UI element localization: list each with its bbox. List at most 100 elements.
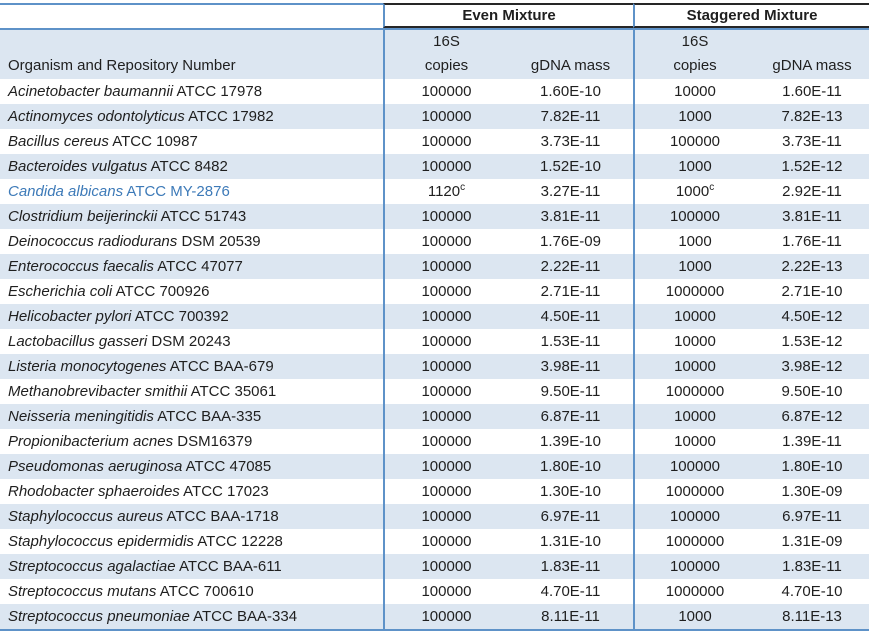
even-gdna-mass-value: 2.22E-11 — [540, 258, 601, 275]
table-header: Even Mixture Staggered Mixture Organism … — [0, 3, 869, 79]
organism-cell: Deinococcus radiodurans DSM 20539 — [0, 229, 383, 254]
even-gdna-mass-value: 1.53E-11 — [540, 333, 601, 350]
even-16s-copies-value: 100000 — [383, 329, 508, 354]
organism-cell: Bacillus cereus ATCC 10987 — [0, 129, 383, 154]
staggered-gdna-mass-value: 6.87E-12 — [781, 408, 843, 425]
even-16s-copies-value: 100000 — [383, 254, 508, 279]
even-gdna-mass-value: 9.50E-11 — [540, 383, 601, 400]
table-row: Staphylococcus epidermidis ATCC 12228 10… — [0, 529, 869, 554]
repository-number: ATCC 17023 — [183, 483, 269, 500]
organism-cell: Staphylococcus epidermidis ATCC 12228 — [0, 529, 383, 554]
even-gdna-mass-value: 2.71E-11 — [540, 283, 601, 300]
staggered-mixture-header: Staggered Mixture — [633, 3, 869, 28]
even-gdna-mass-value: 6.87E-11 — [540, 408, 601, 425]
organism-cell: Acinetobacter baumannii ATCC 17978 — [0, 79, 383, 104]
even-16s-copies-header: 16S copies — [383, 28, 508, 79]
staggered-gdna-mass-label: gDNA mass — [772, 57, 852, 74]
even-gdna-mass-value: 4.70E-11 — [540, 583, 601, 600]
even-gdna-mass-value: 8.11E-11 — [508, 604, 633, 631]
table-row: Helicobacter pylori ATCC 700392 100000 4… — [0, 304, 869, 329]
organism-cell: Clostridium beijerinckii ATCC 51743 — [0, 204, 383, 229]
staggered-16s-copies-value: 1000c — [633, 179, 755, 204]
staggered-16s-copies-value: 10000 — [633, 304, 755, 329]
organism-name: Deinococcus radiodurans — [8, 233, 178, 250]
repository-number: DSM16379 — [177, 433, 253, 450]
organism-name: Listeria monocytogenes — [8, 358, 167, 375]
footnote-marker: c — [709, 182, 715, 193]
staggered-gdna-mass-value: 1.60E-11 — [782, 83, 842, 100]
table-row: Staphylococcus aureus ATCC BAA-1718 1000… — [0, 504, 869, 529]
organism-cell: Neisseria meningitidis ATCC BAA-335 — [0, 404, 383, 429]
even-gdna-mass-value: 1.30E-10 — [540, 483, 601, 500]
organism-cell: Streptococcus agalactiae ATCC BAA-611 — [0, 554, 383, 579]
organism-cell: Streptococcus pneumoniae ATCC BAA-334 — [0, 604, 383, 631]
organism-name: Streptococcus mutans — [8, 583, 157, 600]
even-gdna-mass-value: 1.52E-10 — [540, 158, 601, 175]
organism-cell: Actinomyces odontolyticus ATCC 17982 — [0, 104, 383, 129]
table-body: Acinetobacter baumannii ATCC 17978 10000… — [0, 79, 869, 631]
organism-name: Enterococcus faecalis — [8, 258, 154, 275]
table-row: Enterococcus faecalis ATCC 47077 100000 … — [0, 254, 869, 279]
organism-cell: Pseudomonas aeruginosa ATCC 47085 — [0, 454, 383, 479]
repository-number: DSM 20539 — [181, 233, 261, 250]
repository-number: ATCC BAA-334 — [193, 608, 298, 625]
table-row: Escherichia coli ATCC 700926 100000 2.71… — [0, 279, 869, 304]
even-gdna-mass-value: 1.76E-09 — [540, 233, 601, 250]
staggered-gdna-mass-value: 1.83E-11 — [782, 558, 842, 575]
staggered-gdna-mass-value: 4.70E-10 — [781, 583, 843, 600]
repository-number: ATCC 10987 — [112, 133, 198, 150]
staggered-gdna-mass-value: 3.98E-12 — [781, 358, 843, 375]
column-header-row: Organism and Repository Number 16S copie… — [0, 28, 869, 79]
staggered-gdna-mass-value: 3.73E-11 — [782, 133, 842, 150]
even-16s-copies-value: 100000 — [383, 279, 508, 304]
staggered-gdna-mass-value: 8.11E-13 — [755, 604, 869, 631]
even-16s-copies-value: 100000 — [383, 204, 508, 229]
even-gdna-mass-value: 3.98E-11 — [540, 358, 601, 375]
repository-number: ATCC MY-2876 — [126, 183, 230, 200]
table-row: Pseudomonas aeruginosa ATCC 47085 100000… — [0, 454, 869, 479]
staggered-gdna-mass-header: gDNA mass — [755, 28, 869, 79]
organism-cell: Lactobacillus gasseri DSM 20243 — [0, 329, 383, 354]
even-gdna-mass-value: 1.39E-10 — [540, 433, 601, 450]
organism-name: Bacillus cereus — [8, 133, 109, 150]
staggered-gdna-mass-value: 7.82E-13 — [781, 108, 843, 125]
staggered-gdna-mass-value: 3.81E-11 — [782, 208, 842, 225]
staggered-16s-copies-value: 1000000 — [633, 479, 755, 504]
table-row: Rhodobacter sphaeroides ATCC 17023 10000… — [0, 479, 869, 504]
even-gdna-mass-label: gDNA mass — [530, 57, 611, 74]
staggered-gdna-mass-value: 1.53E-12 — [781, 333, 843, 350]
staggered-16s-copies-value: 1000 — [633, 254, 755, 279]
organism-cell: Bacteroides vulgatus ATCC 8482 — [0, 154, 383, 179]
even-16s-copies-value: 100000 — [383, 129, 508, 154]
staggered-16s-label: 16S — [681, 33, 709, 50]
even-16s-label: 16S — [433, 33, 460, 50]
even-gdna-mass-value: 6.97E-11 — [540, 508, 601, 525]
even-16s-copies-value: 100000 — [383, 604, 508, 631]
even-16s-copies-value: 100000 — [383, 154, 508, 179]
staggered-gdna-mass-value: 1.31E-09 — [781, 533, 843, 550]
staggered-gdna-mass-value: 1.39E-11 — [782, 433, 842, 450]
table-row: Streptococcus agalactiae ATCC BAA-611 10… — [0, 554, 869, 579]
staggered-gdna-mass-value: 6.97E-11 — [782, 508, 842, 525]
repository-number: ATCC 47085 — [185, 458, 272, 475]
repository-number: ATCC 700610 — [159, 583, 254, 600]
organism-name: Candida albicans — [8, 183, 124, 200]
even-16s-copies-value: 100000 — [383, 479, 508, 504]
table-row: Listeria monocytogenes ATCC BAA-679 1000… — [0, 354, 869, 379]
even-16s-copies-value: 100000 — [383, 454, 508, 479]
staggered-16s-copies-value: 1000 — [633, 604, 755, 631]
staggered-16s-copies-value: 1000000 — [633, 379, 755, 404]
mock-community-table: Even Mixture Staggered Mixture Organism … — [0, 3, 869, 631]
staggered-16s-copies-value: 1000000 — [633, 279, 755, 304]
staggered-16s-copies-header: 16S copies — [633, 28, 755, 79]
even-16s-copies-value: 100000 — [383, 379, 508, 404]
table-row: Bacteroides vulgatus ATCC 8482 100000 1.… — [0, 154, 869, 179]
organism-cell: Rhodobacter sphaeroides ATCC 17023 — [0, 479, 383, 504]
organism-cell: Escherichia coli ATCC 700926 — [0, 279, 383, 304]
organism-name: Actinomyces odontolyticus — [8, 108, 185, 125]
organism-name: Pseudomonas aeruginosa — [8, 458, 183, 475]
repository-number: ATCC 47077 — [157, 258, 243, 275]
table-row: Deinococcus radiodurans DSM 20539 100000… — [0, 229, 869, 254]
even-gdna-mass-header: gDNA mass — [508, 28, 633, 79]
